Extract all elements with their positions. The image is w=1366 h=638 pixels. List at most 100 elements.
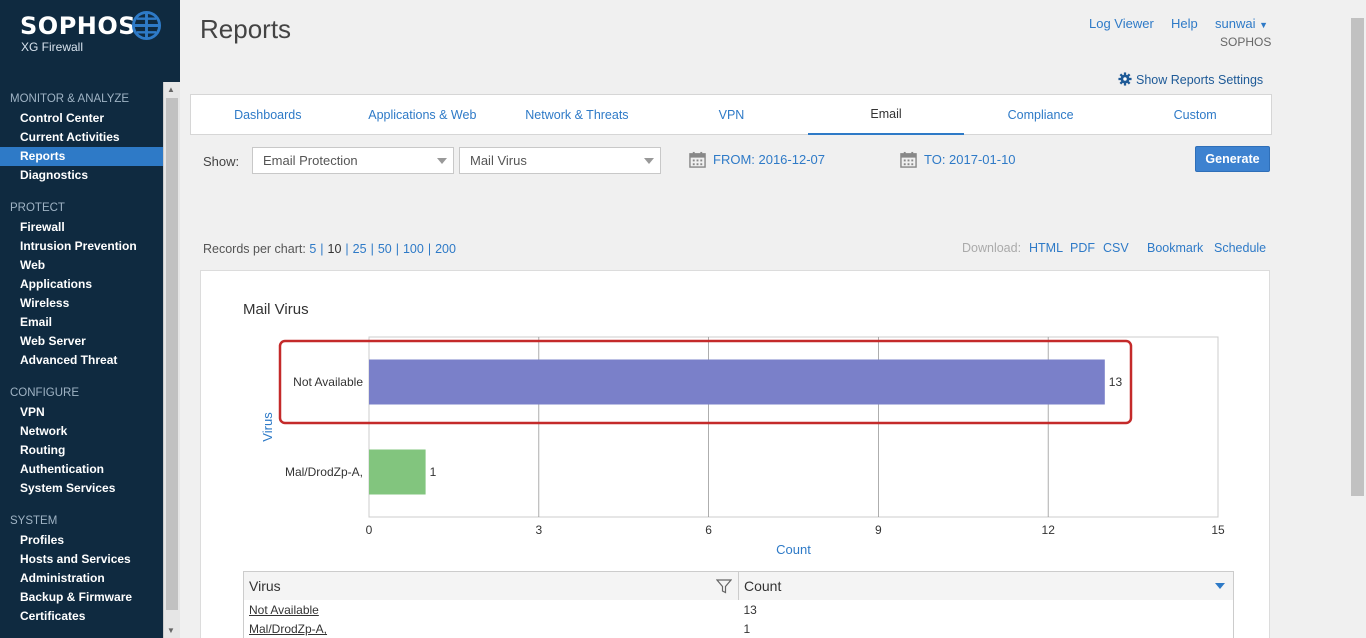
sidebar-item-network[interactable]: Network [20,424,68,438]
separator: | [370,242,374,256]
sidebar-item-vpn[interactable]: VPN [20,405,45,419]
virus-cell-link[interactable]: Not Available [249,602,319,617]
sidebar-item-advanced-threat[interactable]: Advanced Threat [20,353,118,367]
download-pdf-link[interactable]: PDF [1070,241,1095,255]
report-group-value: Email Protection [263,153,358,168]
y-axis-label: Virus [260,412,275,442]
virus-cell-link[interactable]: Mal/DrodZp-A, [249,622,328,637]
sidebar-item-intrusion-prevention[interactable]: Intrusion Prevention [20,239,137,253]
bar-chart: 0 3 6 9 12 15 13 Not Available 1 Mal/DrodZp-A, Cou… [260,336,1225,557]
report-group-select[interactable]: Email Protection [252,147,454,174]
sidebar-item-diagnostics[interactable]: Diagnostics [20,168,89,182]
tab-compliance[interactable]: Compliance [1007,108,1074,122]
separator: | [345,242,349,256]
y-tick-label: Mal/DrodZp-A, [285,465,363,479]
sort-caret-icon[interactable] [1215,583,1225,589]
sidebar-item-reports[interactable]: Reports [0,147,163,166]
separator: | [320,242,324,256]
tab-network-threats[interactable]: Network & Threats [525,108,629,122]
from-date-label: FROM: 2016-12-07 [713,152,825,167]
show-reports-settings-link[interactable]: Show Reports Settings [1118,72,1263,87]
records-option-200[interactable]: 200 [435,242,456,256]
download-html-link[interactable]: HTML [1029,241,1064,255]
download-csv-link[interactable]: CSV [1103,241,1129,255]
user-menu[interactable]: sunwai ▼ [1215,16,1268,31]
gear-icon [1118,72,1132,86]
brand: SOPHOS XG Firewall [0,0,180,82]
sidebar-item-administration[interactable]: Administration [20,571,105,585]
virus-column-header[interactable]: Virus [243,571,739,600]
x-tick-label: 3 [535,523,542,537]
sidebar-item-firewall[interactable]: Firewall [20,220,65,234]
records-option-50[interactable]: 50 [377,242,392,256]
sidebar-item-email[interactable]: Email [20,315,53,329]
sidebar-scrollbar[interactable]: ▲ ▼ [163,82,180,638]
sidebar-item-web[interactable]: Web [20,258,46,272]
bookmark-link[interactable]: Bookmark [1147,241,1204,255]
x-tick-label: 0 [366,523,373,537]
tab-vpn[interactable]: VPN [718,108,745,122]
sidebar-item-backup-firmware[interactable]: Backup & Firmware [20,590,133,604]
log-viewer-link[interactable]: Log Viewer [1089,16,1154,31]
sidebar-item-control-center[interactable]: Control Center [20,111,104,125]
sidebar-item-applications[interactable]: Applications [20,277,93,291]
table-row: Not Available 13 [244,600,1234,620]
x-tick-label: 15 [1211,523,1225,537]
scroll-down-icon[interactable]: ▼ [167,626,175,635]
to-date-picker[interactable]: TO: 2017-01-10 [900,151,1016,168]
caret-down-icon [437,158,447,164]
x-tick-label: 12 [1042,523,1056,537]
records-label: Records per chart: [203,242,306,256]
records-option-5[interactable]: 5 [309,242,317,256]
user-name: sunwai [1215,16,1256,31]
sidebar-item-certificates[interactable]: Certificates [20,609,86,623]
chevron-down-icon: ▼ [1259,20,1269,30]
scrollbar-thumb[interactable] [166,98,178,610]
tab-applications-web[interactable]: Applications & Web [368,108,477,122]
nav-section-title: MONITOR & ANALYZE [10,93,130,105]
calendar-icon [900,151,917,168]
tab-custom[interactable]: Custom [1173,108,1217,122]
nav-section-title: PROTECT [10,202,65,214]
sophos-logo: SOPHOS [20,12,137,40]
table-row: Mal/DrodZp-A, 1 [244,620,1234,638]
tab-dashboards[interactable]: Dashboards [234,108,302,122]
schedule-link[interactable]: Schedule [1214,241,1267,255]
records-option-10[interactable]: 10 [327,242,342,256]
org-name: SOPHOS [1220,35,1272,49]
from-date-picker[interactable]: FROM: 2016-12-07 [689,151,825,168]
sidebar-nav: MONITOR & ANALYZE Control Center Current A… [0,82,163,638]
sidebar-item-web-server[interactable]: Web Server [20,334,86,348]
tab-email[interactable]: Email [808,95,964,135]
sidebar-item-authentication[interactable]: Authentication [20,462,104,476]
help-link[interactable]: Help [1171,16,1198,31]
count-column-header[interactable]: Count [738,571,1234,600]
main-scrollbar[interactable] [1349,0,1366,638]
records-option-25[interactable]: 25 [352,242,367,256]
sidebar-item-current-activities[interactable]: Current Activities [20,130,120,144]
records-option-100[interactable]: 100 [402,242,424,256]
report-type-value: Mail Virus [470,153,527,168]
generate-button[interactable]: Generate [1195,146,1270,172]
report-type-select[interactable]: Mail Virus [459,147,661,174]
separator: | [395,242,399,256]
table-body: Not Available 13 Mal/DrodZp-A, 1 [244,600,1234,638]
count-header-label: Count [744,577,782,594]
product-name: XG Firewall [21,40,84,54]
count-cell: 1 [743,622,751,637]
scrollbar-thumb[interactable] [1351,18,1364,496]
filter-icon[interactable] [716,579,732,594]
sidebar-item-routing[interactable]: Routing [20,443,66,457]
globe-icon [131,10,162,41]
sidebar-item-system-services[interactable]: System Services [20,481,116,495]
nav-section-title: CONFIGURE [10,387,79,399]
data-table: Virus Count Not Available 13 Mal/DrodZp-A,… [243,571,1234,638]
table-header-row: Virus Count [243,571,1234,600]
sidebar-item-profiles[interactable]: Profiles [20,533,65,547]
sidebar-item-hosts-and-services[interactable]: Hosts and Services [20,552,131,566]
caret-down-icon [644,158,654,164]
to-date-label: TO: 2017-01-10 [924,152,1016,167]
chart-title: Mail Virus [243,301,309,318]
sidebar-item-wireless[interactable]: Wireless [20,296,70,310]
scroll-up-icon[interactable]: ▲ [167,85,175,94]
